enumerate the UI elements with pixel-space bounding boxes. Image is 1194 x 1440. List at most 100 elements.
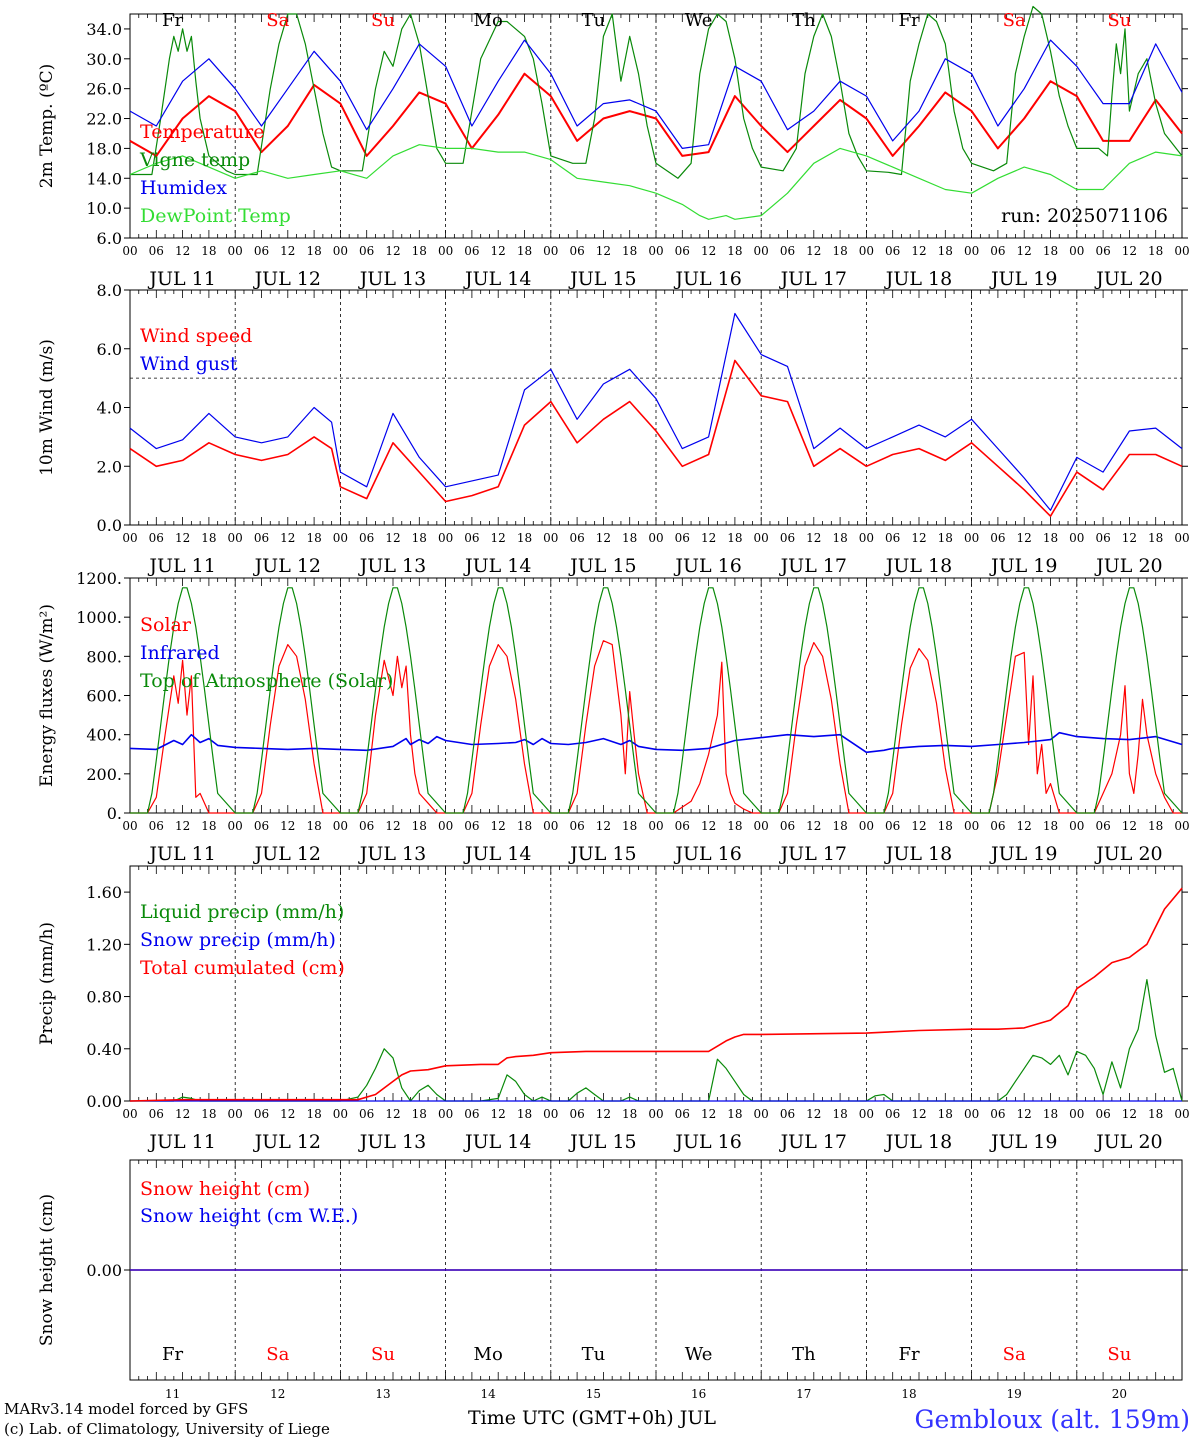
station-name: Gembloux (alt. 159m) [915, 1405, 1190, 1434]
hour-label: 00 [648, 531, 663, 545]
hour-label: 06 [780, 531, 795, 545]
hour-label: 12 [806, 244, 821, 258]
hour-label: 00 [438, 531, 453, 545]
hour-label: 12 [701, 244, 716, 258]
hour-label: 00 [228, 531, 243, 545]
y-tick-label: 18.0 [86, 139, 122, 158]
y-tick-label: 0. [107, 804, 122, 823]
hour-label: 00 [859, 244, 874, 258]
hour-label: 06 [675, 819, 690, 833]
hour-label: 12 [911, 244, 926, 258]
hour-label: 06 [675, 531, 690, 545]
weekday-label: Th [792, 1344, 816, 1365]
series-line-infrared [129, 731, 1183, 754]
date-label: JUL 20 [1094, 555, 1162, 577]
y-tick-label: 1200. [76, 569, 122, 588]
hour-label: 18 [1043, 244, 1058, 258]
date-label: JUL 12 [253, 268, 321, 290]
hour-label: 18 [938, 1107, 953, 1121]
hour-label: 00 [228, 819, 243, 833]
hour-label: 12 [806, 1107, 821, 1121]
hour-label: 18 [412, 531, 427, 545]
hour-label: 18 [201, 531, 216, 545]
hour-label: 00 [1174, 244, 1189, 258]
hour-label: 12 [596, 531, 611, 545]
date-label: JUL 13 [358, 1131, 426, 1153]
hour-label: 18 [832, 531, 847, 545]
hour-label: 12 [1122, 1107, 1137, 1121]
hour-label: 00 [964, 531, 979, 545]
series-line-wind-speed [129, 359, 1183, 518]
panel-2 [124, 289, 1188, 526]
y-tick-label: 1000. [76, 608, 122, 627]
date-label: JUL 18 [884, 555, 952, 577]
hour-label: 12 [1122, 531, 1137, 545]
hour-label: 06 [359, 1107, 374, 1121]
hour-label: 12 [701, 1107, 716, 1121]
hour-label: 00 [964, 819, 979, 833]
date-label: JUL 19 [989, 1131, 1057, 1153]
hour-label: 00 [228, 244, 243, 258]
hour-label: 18 [306, 531, 321, 545]
y-tick-label: 6.0 [97, 340, 122, 359]
y-tick-label: 26.0 [86, 80, 122, 99]
hour-label: 12 [806, 531, 821, 545]
hour-label: 06 [149, 244, 164, 258]
y-tick-label: 4.0 [97, 399, 122, 418]
y-tick-label: 1.20 [86, 935, 122, 954]
hour-label: 18 [727, 244, 742, 258]
weekday-label: Su [371, 1344, 395, 1365]
hour-label: 00 [1069, 244, 1084, 258]
y-axis-label: 10m Wind (m/s) [37, 339, 57, 476]
footer-model: MARv3.14 model forced by GFS [4, 1400, 248, 1418]
hour-label: 06 [780, 1107, 795, 1121]
hour-label: 06 [464, 1107, 479, 1121]
hour-label: 00 [859, 531, 874, 545]
date-label: JUL 20 [1094, 268, 1162, 290]
hour-label: 00 [333, 819, 348, 833]
date-label: JUL 19 [989, 555, 1057, 577]
hour-label: 12 [911, 819, 926, 833]
hour-label: 00 [333, 244, 348, 258]
hour-label: 18 [622, 819, 637, 833]
hour-label: 12 [385, 1107, 400, 1121]
hour-label: 00 [122, 244, 137, 258]
hour-label: 00 [333, 531, 348, 545]
date-label: JUL 15 [568, 268, 636, 290]
date-label: JUL 14 [463, 843, 531, 865]
hour-label: 18 [412, 1107, 427, 1121]
series-line-total-cumulated-cm- [129, 887, 1183, 1102]
y-axis-label: Precip (mm/h) [37, 922, 57, 1045]
panel-1 [124, 5, 1188, 239]
hour-label: 12 [175, 1107, 190, 1121]
day-number: 14 [481, 1387, 497, 1401]
hour-label: 12 [385, 819, 400, 833]
hour-label: 18 [622, 244, 637, 258]
legend-entry: Wind speed [140, 325, 252, 347]
footer-credit: (c) Lab. of Climatology, University of L… [4, 1420, 330, 1438]
weekday-label: Mo [474, 1344, 503, 1365]
weekday-label: Fr [898, 10, 919, 31]
day-number: 17 [796, 1387, 811, 1401]
hour-label: 00 [543, 1107, 558, 1121]
y-tick-label: 34.0 [86, 20, 122, 39]
date-label: JUL 12 [253, 843, 321, 865]
hour-label: 18 [727, 819, 742, 833]
hour-label: 06 [569, 244, 584, 258]
date-label: JUL 18 [884, 1131, 952, 1153]
date-label: JUL 11 [147, 1131, 215, 1153]
hour-label: 06 [359, 531, 374, 545]
hour-label: 12 [1017, 819, 1032, 833]
hour-label: 06 [464, 244, 479, 258]
date-label: JUL 12 [253, 1131, 321, 1153]
weekday-label: Fr [162, 10, 183, 31]
hour-label: 00 [754, 531, 769, 545]
day-number: 15 [586, 1387, 601, 1401]
weekday-label: Fr [162, 1344, 183, 1365]
hour-label: 00 [1174, 819, 1189, 833]
hour-label: 06 [1095, 819, 1110, 833]
hour-label: 12 [280, 1107, 295, 1121]
series-line-top-of-atmosphere-solar- [130, 587, 1183, 814]
hour-label: 06 [149, 531, 164, 545]
legend-entry: Snow precip (mm/h) [140, 929, 336, 951]
